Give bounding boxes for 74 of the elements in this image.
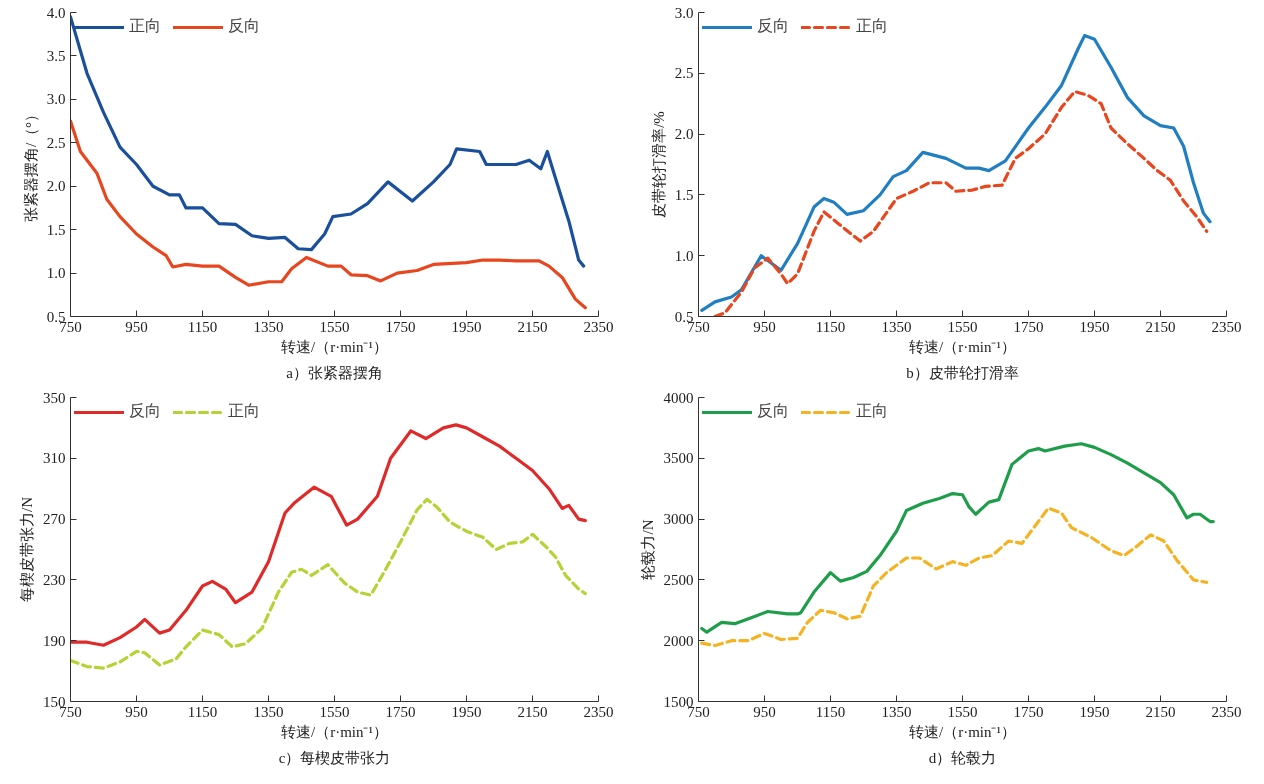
x-tick-label: 950 — [125, 703, 148, 720]
x-tick-label: 950 — [125, 318, 148, 335]
legend-label: 反向 — [757, 16, 789, 36]
x-tick-label: 1950 — [1079, 703, 1110, 720]
y-tick-label: 1.5 — [46, 221, 66, 238]
y-axis-title: 张紧器摆角/（°） — [22, 106, 39, 223]
y-tick-label: 3000 — [663, 511, 694, 528]
x-tick-label: 1750 — [385, 318, 416, 335]
x-tick-label: 1550 — [319, 318, 350, 335]
y-tick-label: 2.5 — [46, 134, 66, 151]
x-tick-label: 1950 — [1079, 318, 1110, 335]
x-tick-label: 1350 — [253, 318, 284, 335]
x-tick-label: 950 — [753, 318, 776, 335]
x-tick-label: 1350 — [881, 703, 912, 720]
legend-label: 正向 — [856, 16, 888, 36]
y-tick-label: 230 — [43, 571, 66, 588]
y-tick-label: 4.0 — [46, 4, 66, 21]
legend-label: 正向 — [129, 16, 161, 36]
x-tick-label: 1750 — [1013, 318, 1044, 335]
x-tick-label: 2350 — [583, 703, 614, 720]
x-tick-label: 1750 — [385, 703, 416, 720]
legend-label: 反向 — [129, 401, 161, 421]
x-tick-label: 1150 — [815, 318, 846, 335]
legend-label: 正向 — [856, 401, 888, 421]
x-tick-label: 1550 — [947, 318, 978, 335]
y-axis-title: 皮带轮打滑率/% — [650, 111, 667, 218]
y-tick-label: 2000 — [663, 632, 694, 649]
x-axis-title: 转速/（r·min⁻¹） — [281, 338, 389, 355]
y-tick-label: 190 — [43, 632, 66, 649]
legend-label: 反向 — [228, 16, 260, 36]
y-tick-label: 3500 — [663, 450, 694, 467]
x-tick-label: 1950 — [451, 703, 482, 720]
x-tick-label: 950 — [753, 703, 776, 720]
text: b）皮带轮打滑率 — [906, 364, 1019, 381]
x-tick-label: 2150 — [517, 318, 548, 335]
x-tick-label: 1550 — [319, 703, 350, 720]
x-axis-title: 转速/（r·min⁻¹） — [909, 723, 1017, 740]
y-tick-label: 270 — [43, 511, 66, 528]
y-tick-label: 2.0 — [674, 126, 694, 143]
y-tick-label: 1.0 — [674, 247, 694, 264]
x-axis-title: 转速/（r·min⁻¹） — [909, 338, 1017, 355]
x-tick-label: 2150 — [517, 703, 548, 720]
x-axis-title: 转速/（r·min⁻¹） — [281, 723, 389, 740]
text: c）每楔皮带张力 — [278, 749, 391, 766]
x-tick-label: 1150 — [187, 318, 218, 335]
legend-label: 反向 — [757, 401, 789, 421]
y-tick-label: 3.0 — [46, 91, 66, 108]
x-tick-label: 2150 — [1145, 318, 1176, 335]
x-tick-label: 1150 — [815, 703, 846, 720]
y-tick-label: 2.0 — [46, 178, 66, 195]
x-tick-label: 2350 — [583, 318, 614, 335]
y-tick-label: 4000 — [663, 389, 694, 406]
x-tick-label: 2350 — [1211, 318, 1242, 335]
legend-label: 正向 — [228, 401, 260, 421]
y-tick-label: 350 — [43, 389, 66, 406]
x-tick-label: 1150 — [187, 703, 218, 720]
text: d）轮毂力 — [928, 749, 997, 766]
y-axis-title: 每楔皮带张力/N — [19, 496, 35, 602]
y-tick-label: 2.5 — [674, 65, 694, 82]
x-tick-label: 1350 — [881, 318, 912, 335]
y-tick-label: 1.0 — [46, 265, 66, 282]
x-tick-label: 1750 — [1013, 703, 1044, 720]
y-axis-title: 轮毂力/N — [639, 519, 656, 580]
text: a）张紧器摆角 — [286, 364, 383, 381]
x-tick-label: 1350 — [253, 703, 284, 720]
x-tick-label: 1950 — [451, 318, 482, 335]
y-tick-label: 310 — [43, 450, 66, 467]
y-tick-label: 2500 — [663, 571, 694, 588]
y-tick-label: 3.5 — [46, 47, 66, 64]
y-tick-label: 3.0 — [674, 4, 694, 21]
x-tick-label: 2150 — [1145, 703, 1176, 720]
x-tick-label: 2350 — [1211, 703, 1242, 720]
y-tick-label: 1.5 — [674, 186, 694, 203]
x-tick-label: 1550 — [947, 703, 978, 720]
